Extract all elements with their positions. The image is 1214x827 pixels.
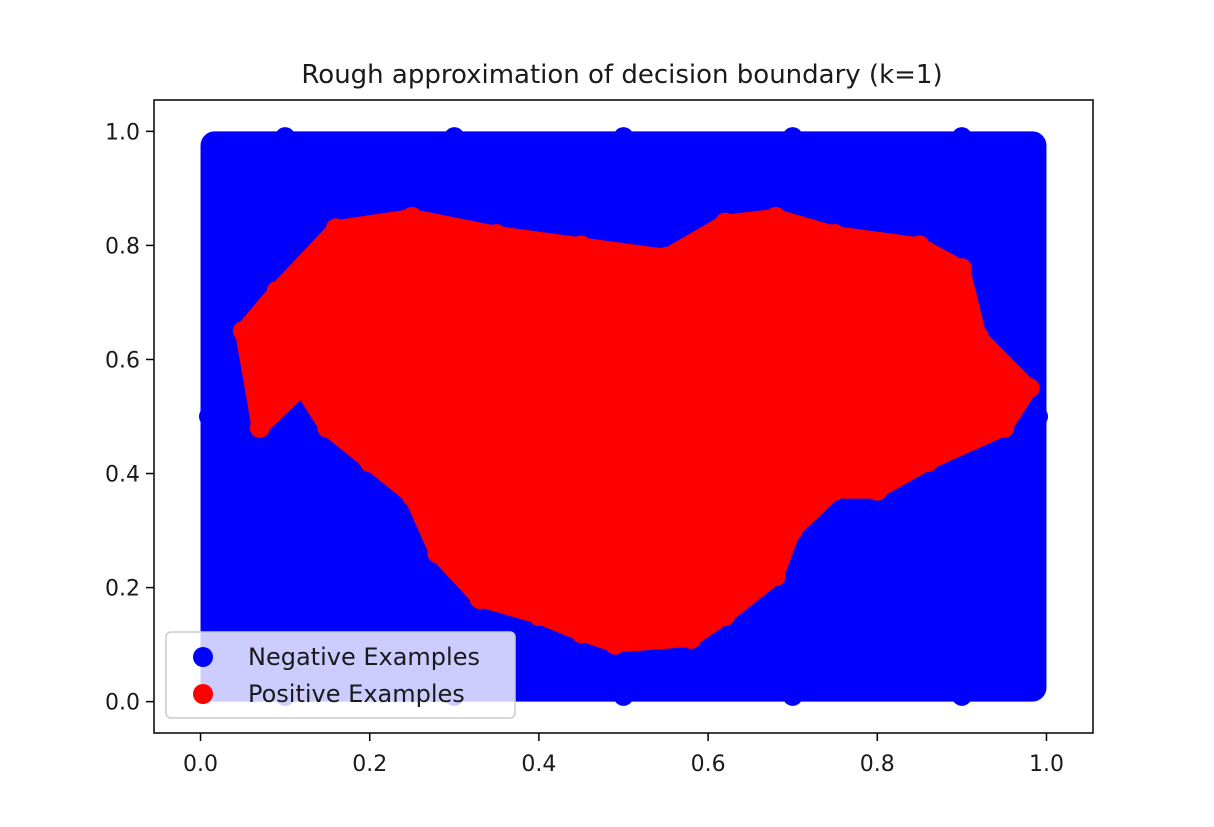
y-tick-label: 0.8 (105, 234, 140, 259)
negative-point-25 (1011, 549, 1032, 570)
legend-label-positive: Positive Examples (248, 680, 465, 708)
positive-point-13 (968, 326, 989, 347)
positive-point-12 (951, 258, 972, 279)
positive-point-15 (994, 417, 1015, 438)
negative-point-26 (215, 263, 236, 284)
negative-point-33 (241, 463, 262, 484)
positive-point-9 (765, 206, 786, 227)
negative-point-34 (824, 577, 845, 598)
negative-point-22 (951, 127, 972, 148)
positive-point-1 (232, 320, 253, 341)
positive-point-30 (317, 417, 338, 438)
negative-point-17 (528, 132, 549, 153)
positive-point-28 (402, 486, 423, 507)
positive-point-36 (698, 463, 719, 484)
positive-point-0 (249, 417, 270, 438)
negative-point-31 (934, 189, 955, 210)
positive-point-29 (359, 452, 380, 473)
y-tick-label: 1.0 (105, 120, 140, 145)
negative-point-9 (951, 685, 972, 706)
negative-point-19 (698, 132, 719, 153)
negative-point-13 (207, 132, 228, 153)
y-tick-label: 0.6 (105, 348, 140, 373)
positive-point-23 (605, 634, 626, 655)
x-tick-label: 1.0 (1029, 752, 1064, 777)
positive-point-32 (444, 349, 465, 370)
positive-point-19 (782, 520, 803, 541)
positive-point-31 (292, 377, 313, 398)
negative-point-14 (275, 127, 296, 148)
positive-region (232, 206, 1040, 655)
legend-marker-negative (193, 647, 213, 667)
negative-point-21 (867, 132, 888, 153)
x-tick-label: 0.2 (352, 752, 387, 777)
positive-point-3 (325, 218, 346, 239)
negative-point-15 (359, 132, 380, 153)
negative-point-20 (782, 127, 803, 148)
positive-point-14 (1019, 377, 1040, 398)
negative-point-7 (782, 685, 803, 706)
positive-point-20 (765, 566, 786, 587)
positive-point-7 (655, 246, 676, 267)
negative-point-5 (613, 685, 634, 706)
positive-point-6 (571, 235, 592, 256)
positive-point-17 (867, 480, 888, 501)
positive-point-35 (528, 463, 549, 484)
negative-point-8 (867, 680, 888, 701)
y-tick-label: 0.0 (105, 691, 140, 716)
legend: Negative Examples Positive Examples (165, 631, 516, 719)
positive-point-33 (613, 377, 634, 398)
positive-point-26 (469, 588, 490, 609)
x-tick-label: 0.0 (183, 752, 218, 777)
positive-point-24 (571, 623, 592, 644)
positive-point-37 (613, 520, 634, 541)
positive-point-5 (486, 224, 507, 245)
negative-point-29 (909, 634, 930, 655)
negative-point-32 (968, 463, 989, 484)
negative-point-11 (198, 406, 219, 427)
negative-point-23 (1019, 132, 1040, 153)
y-tick-label: 0.2 (105, 577, 140, 602)
positive-point-34 (782, 349, 803, 370)
x-axis: 0.0 0.2 0.4 0.6 0.8 1.0 (183, 733, 1064, 777)
negative-point-10 (1019, 680, 1040, 701)
negative-point-6 (698, 680, 719, 701)
x-tick-label: 0.4 (521, 752, 556, 777)
negative-point-4 (528, 680, 549, 701)
legend-box (165, 631, 516, 719)
negative-point-30 (292, 189, 313, 210)
negative-point-27 (1011, 263, 1032, 284)
legend-label-negative: Negative Examples (248, 643, 480, 671)
positive-point-22 (681, 628, 702, 649)
positive-point-2 (266, 281, 287, 302)
positive-point-11 (909, 235, 930, 256)
legend-marker-positive (193, 684, 213, 704)
plot-area (198, 127, 1049, 706)
positive-point-16 (918, 452, 939, 473)
x-tick-label: 0.6 (691, 752, 726, 777)
y-tick-label: 0.4 (105, 463, 140, 488)
positive-point-27 (427, 543, 448, 564)
positive-point-18 (824, 480, 845, 501)
x-tick-label: 0.8 (860, 752, 895, 777)
positive-point-21 (715, 606, 736, 627)
positive-point-8 (715, 212, 736, 233)
positive-point-25 (528, 606, 549, 627)
chart-title: Rough approximation of decision boundary… (301, 60, 942, 90)
negative-point-18 (613, 127, 634, 148)
y-axis: 0.0 0.2 0.4 0.6 0.8 1.0 (105, 120, 154, 716)
positive-point-4 (402, 206, 423, 227)
negative-point-16 (444, 127, 465, 148)
plot-frame (153, 99, 1094, 734)
positive-point-10 (824, 224, 845, 245)
negative-point-12 (1028, 406, 1049, 427)
negative-point-24 (215, 549, 236, 570)
